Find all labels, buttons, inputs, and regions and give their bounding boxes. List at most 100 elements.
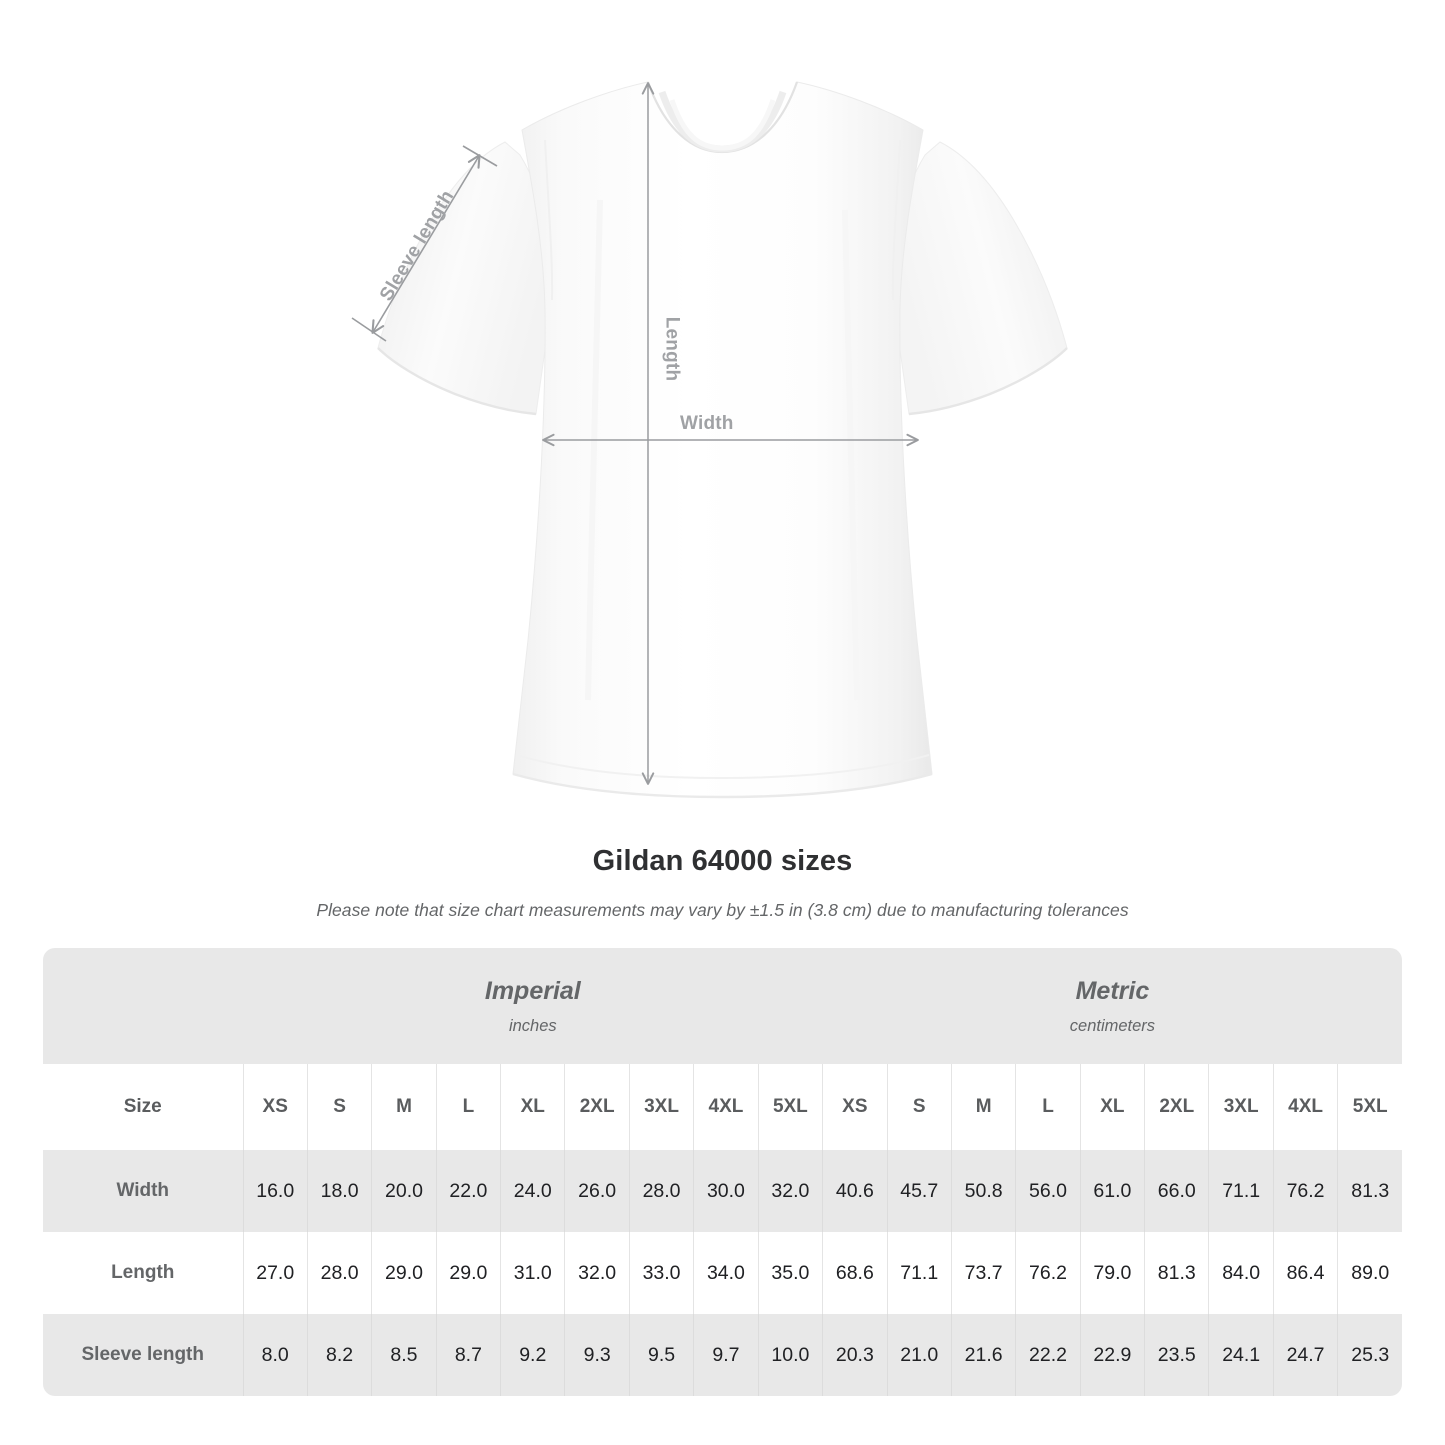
size-header-cell: S [306,1064,372,1150]
size-header-cell: XL [500,1064,565,1150]
bottom-hem-stitch [515,754,930,780]
measurement-cell: 22.2 [1015,1314,1081,1396]
measurement-cell: 9.2 [500,1314,565,1396]
measurement-cell: 89.0 [1337,1232,1403,1314]
measurement-cell: 45.7 [886,1150,952,1232]
unit-banner-imperial: Imperial inches [243,948,823,1064]
size-chart-table: Imperial inches Metric centimeters Size … [43,948,1403,1396]
measurement-cell: 81.3 [1337,1150,1403,1232]
measurement-cell: 21.0 [886,1314,952,1396]
measurement-cell: 32.0 [757,1150,823,1232]
measurement-cell: 40.6 [822,1150,888,1232]
tolerance-note: Please note that size chart measurements… [316,900,1129,920]
measurement-cell: 81.3 [1144,1232,1209,1314]
measurement-cell: 29.0 [435,1232,501,1314]
size-header-row: Size XS S M L XL 2XL 3XL 4XL 5XL XS S M L XL 2XL 3XL 4XL… [43,1064,1403,1150]
measurement-cell: 9.3 [564,1314,630,1396]
size-chart-table-container: Imperial inches Metric centimeters Size … [43,948,1403,1396]
right-armhole-seam [891,139,901,301]
right-sleeve-hem [908,347,1068,416]
sleeve-length-arrow [371,154,481,334]
table-row: Width 16.0 18.0 20.0 22.0 24.0 26.0 28.0 30.0 32.… [43,1150,1403,1232]
measurement-cell: 8.0 [242,1314,308,1396]
measurement-cell: 61.0 [1079,1150,1145,1232]
size-header-cell: 3XL [628,1064,694,1150]
measurement-cell: 9.5 [628,1314,694,1396]
measurement-cell: 20.3 [822,1314,888,1396]
measurement-cell: 27.0 [242,1232,308,1314]
row-label-width: Width [43,1150,243,1232]
measurement-cell: 24.1 [1208,1314,1274,1396]
measurement-cell: 33.0 [628,1232,694,1314]
unit-banner-row: Imperial inches Metric centimeters [43,948,1403,1064]
measurement-cell: 66.0 [1144,1150,1209,1232]
measurement-cell: 22.0 [435,1150,501,1232]
measurement-cell: 71.1 [886,1232,952,1314]
unit-banner-metric: Metric centimeters [822,948,1403,1064]
size-header-cell: S [886,1064,952,1150]
left-sleeve-hem [377,347,537,416]
length-annotation-label: Length [661,316,683,382]
size-header-cell: XL [1079,1064,1145,1150]
measurement-cell: 28.0 [306,1232,372,1314]
tshirt-diagram-svg [351,81,1068,799]
row-label-length: Length [43,1232,243,1314]
size-header-cell: 5XL [757,1064,823,1150]
measurement-cell: 18.0 [306,1150,372,1232]
measurement-cell: 21.6 [950,1314,1016,1396]
tshirt-illustration: Sleeve length Length Width [351,81,1068,799]
neck-rib-inner [669,99,776,151]
table-row: Length 27.0 28.0 29.0 29.0 31.0 32.0 33.0 34.0 35… [43,1232,1403,1314]
measurement-cell: 76.2 [1015,1232,1081,1314]
measurement-cell: 35.0 [757,1232,823,1314]
measurement-cell: 10.0 [757,1314,823,1396]
measurement-cell: 76.2 [1272,1150,1338,1232]
measurement-cell: 25.3 [1337,1314,1403,1396]
measurement-cell: 86.4 [1272,1232,1338,1314]
size-header-cell: L [435,1064,501,1150]
unit-name-imperial: Imperial [484,977,581,1006]
left-armhole-seam [544,139,554,301]
measurement-cell: 71.1 [1208,1150,1274,1232]
right-sleeve [891,141,1068,415]
measurement-cell: 8.2 [306,1314,372,1396]
measurement-cell: 73.7 [950,1232,1016,1314]
measurement-cell: 34.0 [693,1232,759,1314]
measurement-cell: 9.7 [693,1314,759,1396]
measurement-cell: 8.7 [435,1314,501,1396]
row-label-sleeve-length: Sleeve length [43,1314,243,1396]
measurement-cell: 32.0 [564,1232,630,1314]
measurement-cell: 20.0 [371,1150,437,1232]
size-header-cell: XS [242,1064,308,1150]
measurement-cell: 79.0 [1079,1232,1145,1314]
chart-heading: Gildan 64000 sizes Please note that size… [0,845,1445,921]
measurement-cell: 28.0 [628,1150,694,1232]
table-row: Sleeve length 8.0 8.2 8.5 8.7 9.2 9.3 9.5 9.7 10.… [43,1314,1403,1396]
unit-sub-imperial: inches [508,1017,557,1036]
measurement-cell: 30.0 [693,1150,759,1232]
measurement-cell: 31.0 [500,1232,565,1314]
measurement-cell: 26.0 [564,1150,630,1232]
measurement-cell: 50.8 [950,1150,1016,1232]
size-header-cell: 2XL [564,1064,630,1150]
measurement-cell: 8.5 [371,1314,437,1396]
size-header-cell: 5XL [1337,1064,1403,1150]
measurement-cell: 24.0 [500,1150,565,1232]
measurement-cell: 56.0 [1015,1150,1081,1232]
sleeve-length-dimension [351,145,498,342]
size-header-cell: M [371,1064,437,1150]
measurement-cell: 23.5 [1144,1314,1209,1396]
bottom-hem [512,772,933,799]
page-title: Gildan 64000 sizes [592,845,853,877]
measurement-cell: 24.7 [1272,1314,1338,1396]
size-header-cell: M [950,1064,1016,1150]
size-header-cell: 3XL [1208,1064,1274,1150]
size-header-cell: 4XL [693,1064,759,1150]
size-header-cell: L [1015,1064,1081,1150]
size-header-label: Size [43,1064,243,1150]
sleeve-tick-bottom [351,317,387,342]
measurement-cell: 22.9 [1079,1314,1145,1396]
size-header-cell: 2XL [1144,1064,1209,1150]
unit-banner-spacer [43,948,243,1064]
unit-name-metric: Metric [1075,977,1150,1006]
